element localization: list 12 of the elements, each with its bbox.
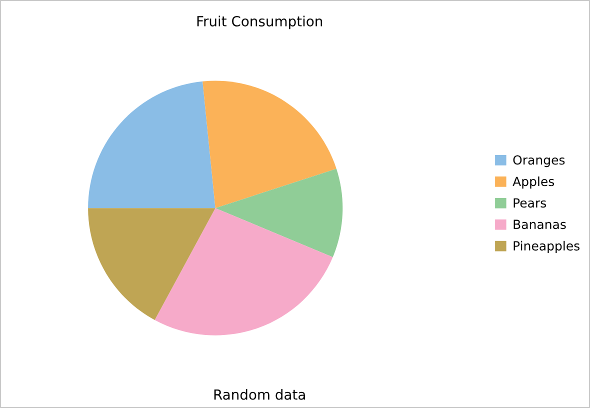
chart-title: Fruit Consumption	[197, 16, 322, 30]
legend-label: Apples	[512, 176, 554, 189]
pie-slice	[88, 81, 216, 208]
legend-label: Pears	[514, 198, 546, 208]
pie-slice	[88, 208, 216, 320]
legend-label: Pineapples	[514, 240, 580, 253]
legend-label: Oranges	[513, 155, 565, 168]
pie-slice	[202, 80, 336, 208]
pie-slice	[154, 208, 333, 336]
pie-slice	[215, 168, 343, 258]
text: Random data	[214, 389, 305, 400]
legend-label: Bananas	[514, 220, 566, 230]
